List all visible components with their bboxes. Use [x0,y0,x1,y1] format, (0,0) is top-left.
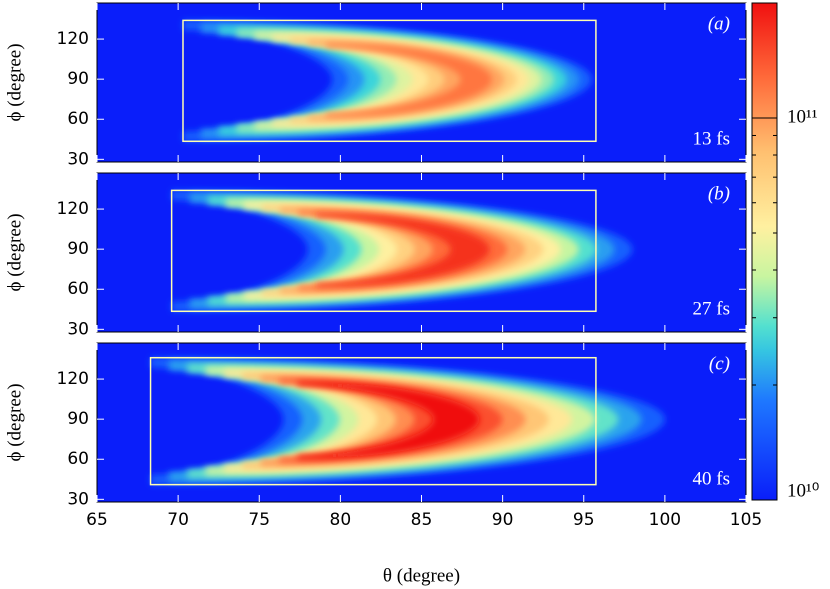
colorbar-tick-label: 10¹⁰ [787,480,819,501]
time-label: 27 fs [693,298,730,319]
y-tick-label: 60 [67,109,89,129]
y-tick-label: 30 [67,319,89,339]
integration-box [182,19,597,143]
y-tick-label: 120 [57,29,89,49]
heatmap [150,357,665,485]
y-axis-label: ϕ (degree) [4,383,25,461]
integration-box [149,356,597,486]
x-tick-label: 70 [167,510,189,530]
panel-label: (b) [708,183,730,204]
x-tick-label: 90 [492,510,514,530]
integration-box [170,189,597,313]
y-axis-label: ϕ (degree) [4,43,25,121]
x-tick-label: 85 [411,510,433,530]
y-tick-label: 90 [67,239,89,259]
time-label: 13 fs [693,128,730,149]
time-label: 40 fs [693,468,730,489]
intensity-layer [316,213,490,287]
y-tick-label: 90 [67,69,89,89]
y-tick-label: 30 [67,149,89,169]
x-tick-label: 95 [573,510,595,530]
y-tick-label: 120 [57,369,89,389]
intensity-layer [297,382,480,459]
x-tick-label: 100 [649,510,681,530]
intensity-layer [325,43,492,117]
panel-label: (a) [708,13,730,34]
y-tick-label: 30 [67,489,89,509]
x-axis-label: θ (degree) [383,565,460,586]
y-tick-label: 60 [67,279,89,299]
y-tick-label: 60 [67,449,89,469]
y-tick-label: 90 [67,409,89,429]
x-tick-label: 65 [86,510,108,530]
y-axis-label: ϕ (degree) [4,213,25,291]
heatmap [171,190,633,312]
y-tick-label: 120 [57,199,89,219]
x-tick-label: 75 [248,510,270,530]
colorbar-tick-label: 10¹¹ [787,106,818,127]
panel-label: (c) [709,353,730,374]
x-tick-label: 105 [730,510,762,530]
x-tick-label: 80 [330,510,352,530]
heatmap [183,20,592,142]
colorbar [751,2,778,501]
